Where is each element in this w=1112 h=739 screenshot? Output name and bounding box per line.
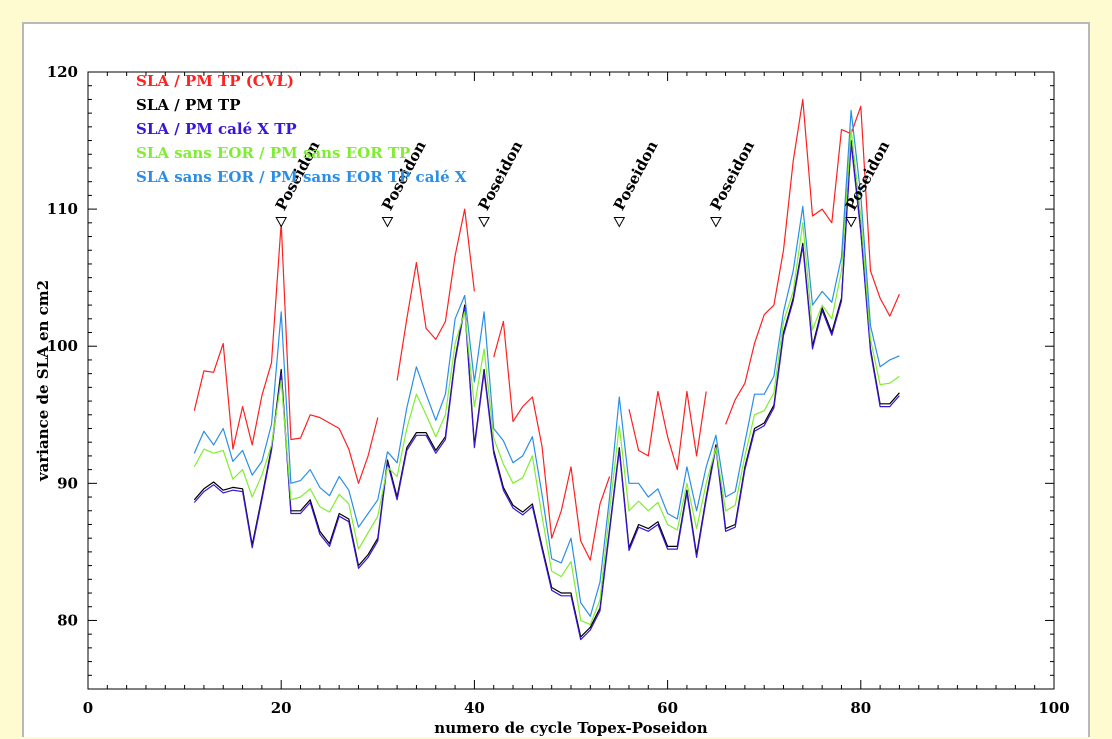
x-tick-label: 100 xyxy=(1038,699,1069,717)
line-chart: 0 20 40 60 80 100 80 90 100 110 120 numero de cycle… xyxy=(34,63,1070,737)
series-line-0 xyxy=(193,98,900,561)
y-tick-label: 80 xyxy=(57,611,78,629)
x-tick-label: 40 xyxy=(464,699,485,717)
legend-entry: SLA sans EOR / PM sans EOR TP calé X xyxy=(136,168,467,186)
x-tick-label: 60 xyxy=(657,699,678,717)
annotation-marker xyxy=(275,216,288,228)
annotation-marker xyxy=(845,216,857,228)
y-tick-label: 100 xyxy=(47,337,78,355)
legend-entry: SLA / PM TP (CVL) xyxy=(136,72,294,90)
y-axis-label: variance de SLA en cm2 xyxy=(34,280,52,482)
annotation-marker xyxy=(381,216,394,228)
annotation-label: Poseidon xyxy=(610,138,662,214)
annotation-label: Poseidon xyxy=(475,138,527,214)
annotation-label: Poseidon xyxy=(707,138,759,214)
y-tick-label: 120 xyxy=(47,63,78,81)
x-tick-label: 20 xyxy=(271,699,292,717)
annotation-marker xyxy=(478,216,490,228)
series-line-3 xyxy=(193,129,900,626)
series-line-1 xyxy=(193,140,900,638)
annotation-marker xyxy=(613,216,626,228)
legend-entry: SLA / PM TP xyxy=(136,96,241,114)
series-line-4 xyxy=(193,109,900,617)
chart-frame: 0 20 40 60 80 100 80 90 100 110 120 numero de cycle… xyxy=(22,22,1090,737)
y-tick-label: 110 xyxy=(47,200,78,218)
x-tick-label: 0 xyxy=(83,699,93,717)
series-line-2 xyxy=(193,142,900,641)
y-tick-label: 90 xyxy=(57,474,78,492)
x-axis-label: numero de cycle Topex-Poseidon xyxy=(434,719,708,737)
x-tick-label: 80 xyxy=(850,699,871,717)
annotation-marker xyxy=(710,216,722,228)
legend-entry: SLA / PM calé X TP xyxy=(136,120,297,138)
legend-entry: SLA sans EOR / PM sans EOR TP xyxy=(136,144,410,162)
